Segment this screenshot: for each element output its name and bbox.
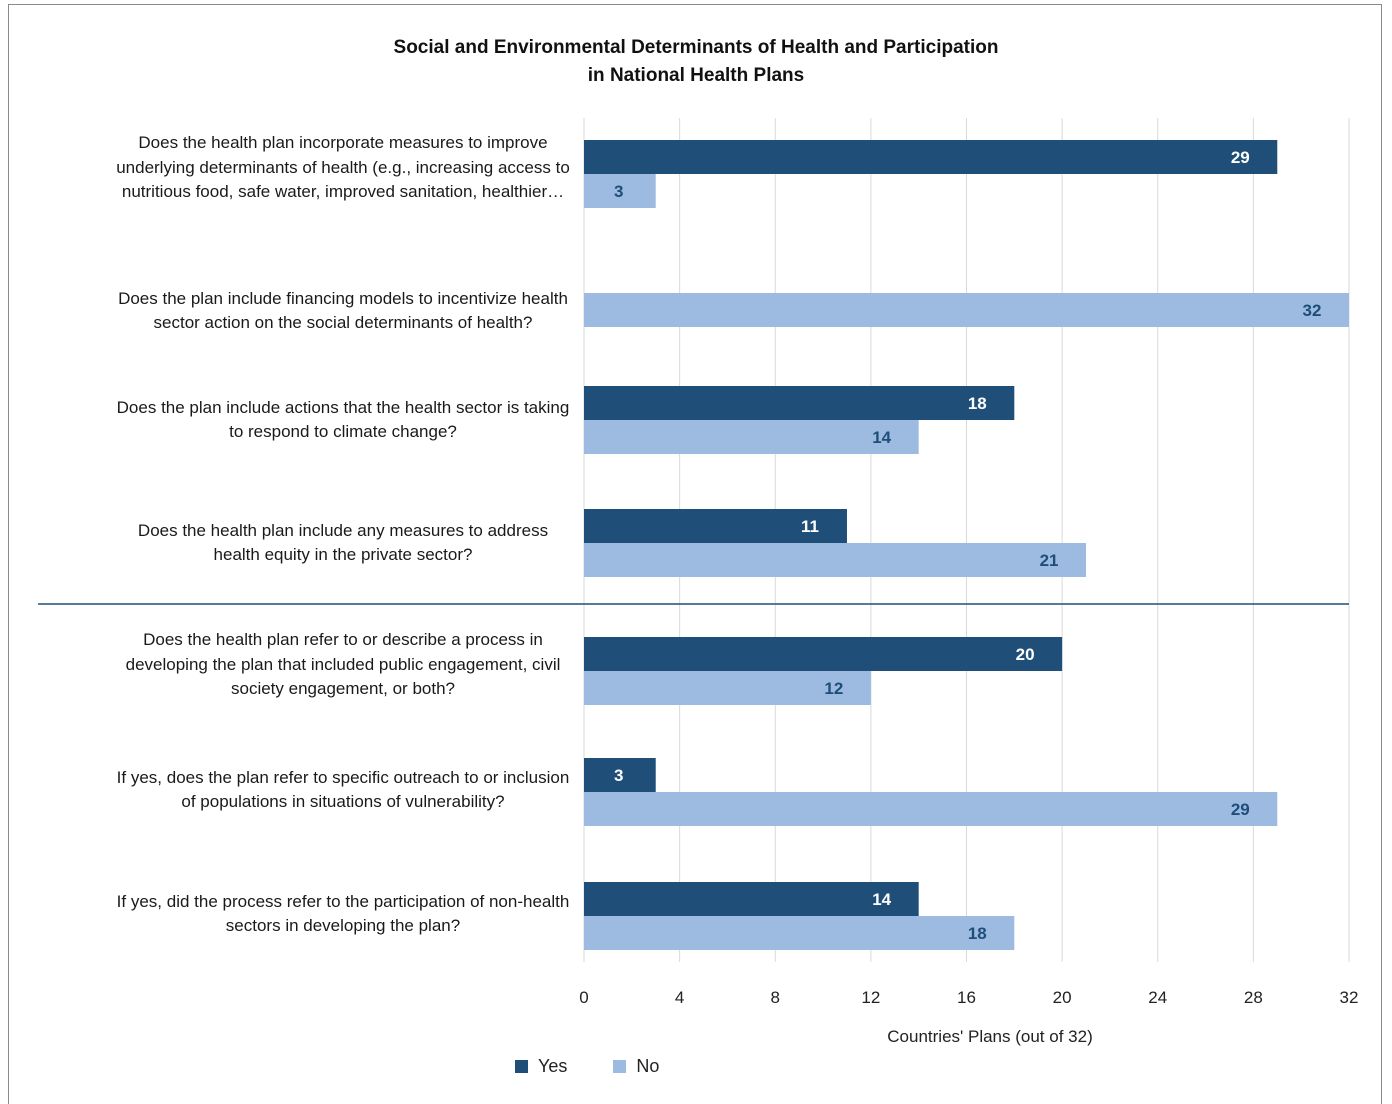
category-label-2-line-2: sector action on the social determinants… — [153, 313, 533, 332]
bar-value-label-yes-3: 18 — [968, 394, 987, 413]
x-tick-label-24: 24 — [1148, 988, 1167, 1007]
category-label-5-line-3: society engagement, or both? — [231, 679, 455, 699]
bar-yes-6 — [584, 758, 656, 792]
category-label-3-line-1: Does the plan include actions that the h… — [116, 397, 570, 417]
bar-no-2 — [584, 293, 1349, 327]
category-label-1-line-2: underlying determinants of health (e.g.,… — [116, 157, 570, 177]
x-tick-label-16: 16 — [957, 988, 976, 1007]
chart-title: Social and Environmental Determinants of… — [0, 34, 1392, 90]
legend: Yes No — [515, 1056, 705, 1077]
bar-value-label-yes-5: 20 — [1016, 645, 1035, 664]
bar-value-label-no-2: 32 — [1303, 301, 1322, 320]
chart-title-line-1: Social and Environmental Determinants of… — [393, 37, 999, 58]
category-label-5: Does the health plan refer to or describ… — [60, 628, 626, 702]
category-label-3-line-2: to respond to climate change? — [229, 422, 457, 441]
category-label-2-line-1: Does the plan include financing models t… — [118, 288, 568, 308]
bar-group-yes-5: 20 — [584, 637, 1063, 671]
bar-group-yes-6: 3 — [584, 758, 656, 792]
category-label-4-line-2: health equity in the private sector? — [213, 545, 473, 564]
bar-no-7 — [584, 916, 1015, 950]
bar-value-label-yes-7: 14 — [872, 890, 891, 909]
legend-item-no: No — [613, 1056, 659, 1077]
category-label-2: Does the plan include financing models t… — [60, 287, 626, 336]
category-label-1: Does the health plan incorporate measure… — [60, 131, 626, 205]
bar-yes-3 — [584, 386, 1015, 420]
bar-group-no-4: 21 — [584, 543, 1087, 577]
bar-value-label-yes-6: 3 — [614, 766, 623, 785]
bar-yes-7 — [584, 882, 919, 916]
bar-group-no-6: 29 — [584, 792, 1278, 826]
bar-value-label-no-4: 21 — [1040, 551, 1059, 570]
x-tick-label-32: 32 — [1340, 988, 1359, 1007]
bar-no-3 — [584, 420, 919, 454]
x-tick-label-0: 0 — [579, 988, 588, 1007]
x-axis-title: Countries' Plans (out of 32) — [887, 1027, 1093, 1046]
chart-frame — [8, 4, 1382, 1104]
category-label-3: Does the plan include actions that the h… — [60, 396, 626, 445]
x-tick-label-8: 8 — [771, 988, 780, 1007]
legend-label-no: No — [636, 1056, 660, 1076]
bar-value-label-yes-1: 29 — [1231, 148, 1250, 167]
bar-group-no-1: 3 — [584, 174, 656, 208]
x-tick-label-28: 28 — [1244, 988, 1263, 1007]
category-label-1-line-1: Does the health plan incorporate measure… — [138, 133, 548, 153]
category-label-6-line-2: of populations in situations of vulnerab… — [181, 792, 505, 811]
bar-no-4 — [584, 543, 1087, 577]
bar-value-label-yes-4: 11 — [801, 517, 819, 536]
bar-yes-1 — [584, 140, 1278, 174]
bar-value-label-no-1: 3 — [614, 182, 623, 201]
bar-group-no-2: 32 — [584, 293, 1349, 327]
bar-yes-5 — [584, 637, 1063, 671]
legend-label-yes: Yes — [538, 1056, 568, 1076]
bar-no-6 — [584, 792, 1278, 826]
bar-value-label-no-6: 29 — [1231, 800, 1250, 819]
bar-group-no-5: 12 — [584, 671, 871, 705]
category-label-7: If yes, did the process refer to the par… — [60, 890, 626, 939]
bar-no-5 — [584, 671, 871, 705]
category-label-1-line-3: nutritious food, safe water, improved sa… — [121, 182, 565, 202]
category-label-6: If yes, does the plan refer to specific … — [60, 766, 626, 815]
bar-group-yes-1: 29 — [584, 140, 1278, 174]
bar-value-label-no-5: 12 — [824, 679, 843, 698]
category-label-7-line-2: sectors in developing the plan? — [225, 916, 461, 935]
bar-value-label-no-7: 18 — [968, 924, 987, 943]
bar-value-label-no-3: 14 — [872, 428, 891, 447]
bar-yes-4 — [584, 509, 847, 543]
bar-group-yes-7: 14 — [584, 882, 919, 916]
chart-title-line-2: in National Health Plans — [587, 65, 805, 86]
category-label-4: Does the health plan include any measure… — [60, 519, 626, 568]
legend-item-yes: Yes — [515, 1056, 567, 1077]
category-label-7-line-1: If yes, did the process refer to the par… — [116, 891, 570, 911]
category-label-5-line-1: Does the health plan refer to or describ… — [143, 630, 543, 650]
x-tick-label-4: 4 — [675, 988, 684, 1007]
bar-group-yes-3: 18 — [584, 386, 1015, 420]
legend-swatch-yes — [515, 1060, 528, 1073]
bar-group-no-7: 18 — [584, 916, 1015, 950]
bar-group-yes-4: 11 — [584, 509, 847, 543]
bar-group-no-3: 14 — [584, 420, 919, 454]
x-tick-label-12: 12 — [861, 988, 880, 1007]
category-label-4-line-1: Does the health plan include any measure… — [137, 520, 549, 540]
category-label-6-line-1: If yes, does the plan refer to specific … — [116, 767, 570, 787]
bar-no-1 — [584, 174, 656, 208]
category-label-5-line-2: developing the plan that included public… — [125, 654, 561, 674]
legend-swatch-no — [613, 1060, 627, 1073]
x-tick-label-20: 20 — [1053, 988, 1072, 1007]
